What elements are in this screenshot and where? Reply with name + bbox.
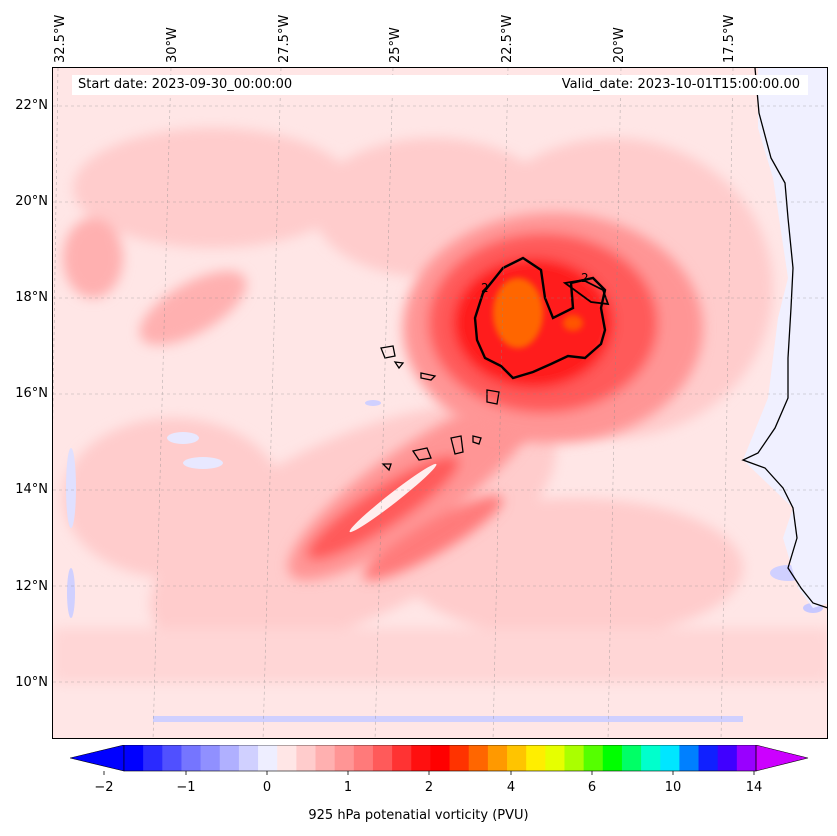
colorbar-segment (124, 745, 144, 771)
lat-label: 22°N (15, 98, 48, 113)
colorbar-tick-label: 14 (745, 780, 763, 795)
pv-contour-2 (473, 256, 610, 380)
colorbar-tick-label: 4 (506, 780, 516, 795)
colorbar-segment (334, 745, 355, 771)
colorbar-segment (449, 745, 470, 771)
colorbar-title: 925 hPa potenatial vorticity (PVU) (308, 808, 529, 823)
colorbar-tick-label: 10 (664, 780, 682, 795)
pv-field-map: 2 2 (53, 68, 827, 738)
colorbar-segment (277, 745, 297, 771)
colorbar-tick-label: −2 (94, 780, 114, 795)
colorbar-segment (162, 745, 182, 771)
colorbar-segment (411, 745, 431, 771)
cape-verde-islands (380, 345, 500, 472)
lon-label: 17.5°W (722, 14, 737, 63)
colorbar-tick-label: 6 (587, 780, 597, 795)
low-pv-streak (349, 463, 437, 533)
lon-label: 27.5°W (277, 14, 292, 63)
lon-label: 32.5°W (53, 14, 68, 63)
colorbar-segment (430, 745, 451, 771)
colorbar-outline (123, 745, 757, 772)
date-header: Start date: 2023-09-30_00:00:00 Valid_da… (72, 75, 808, 95)
colorbar-extend-min (70, 745, 125, 772)
colorbar-segment (564, 745, 585, 771)
lat-label: 18°N (15, 290, 48, 305)
lon-label: 22.5°W (500, 14, 515, 63)
lon-label: 30°W (165, 27, 180, 63)
colorbar-tick-label: −1 (176, 780, 196, 795)
lat-label: 16°N (15, 386, 48, 401)
map-panel: 2 2 (52, 67, 828, 739)
colorbar-segment (660, 745, 680, 771)
cyclone-max (493, 278, 583, 348)
contour-value-label: 2 (481, 281, 489, 295)
contour-value-label: 2 (581, 271, 589, 285)
africa-land (743, 68, 827, 608)
colorbar-tick-label: 0 (262, 780, 272, 795)
coastline (741, 68, 827, 609)
lat-label: 12°N (15, 579, 48, 594)
colorbar-segment (353, 745, 374, 771)
lat-label: 14°N (15, 482, 48, 497)
colorbar (70, 745, 809, 775)
valid-date-label: Valid_date: 2023-10-01T15:00:00.00 (561, 77, 800, 92)
colorbar-segment (526, 745, 546, 771)
colorbar-segment (641, 745, 661, 771)
colorbar-segment (698, 745, 719, 771)
colorbar-segment (507, 745, 527, 771)
lon-label: 25°W (388, 27, 403, 63)
colorbar-segment (143, 745, 163, 771)
colorbar-segment (621, 745, 642, 771)
colorbar-segment (296, 745, 317, 771)
colorbar-segment (717, 745, 738, 771)
graticule (53, 68, 827, 738)
lat-label: 20°N (15, 194, 48, 209)
colorbar-segment (372, 745, 393, 771)
colorbar-segment (468, 745, 489, 771)
colorbar-segment (238, 745, 259, 771)
colorbar-segment (219, 745, 240, 771)
colorbar-segment (679, 745, 700, 771)
colorbar-segment (583, 745, 604, 771)
lon-label: 20°W (612, 27, 627, 63)
colorbar-segment (392, 745, 412, 771)
colorbar-segment (181, 745, 202, 771)
lat-label: 10°N (15, 675, 48, 690)
colorbar-segment (315, 745, 336, 771)
colorbar-segment (545, 745, 565, 771)
colorbar-segment (200, 745, 221, 771)
cyclone-core (403, 213, 703, 443)
colorbar-tick-label: 2 (424, 780, 434, 795)
colorbar-segment (736, 745, 757, 771)
colorbar-segment (602, 745, 623, 771)
start-date-label: Start date: 2023-09-30_00:00:00 (78, 77, 293, 92)
colorbar-extend-max (755, 745, 809, 772)
colorbar-segment (258, 745, 278, 771)
colorbar-tick-label: 1 (343, 780, 353, 795)
colorbar-segment (487, 745, 508, 771)
